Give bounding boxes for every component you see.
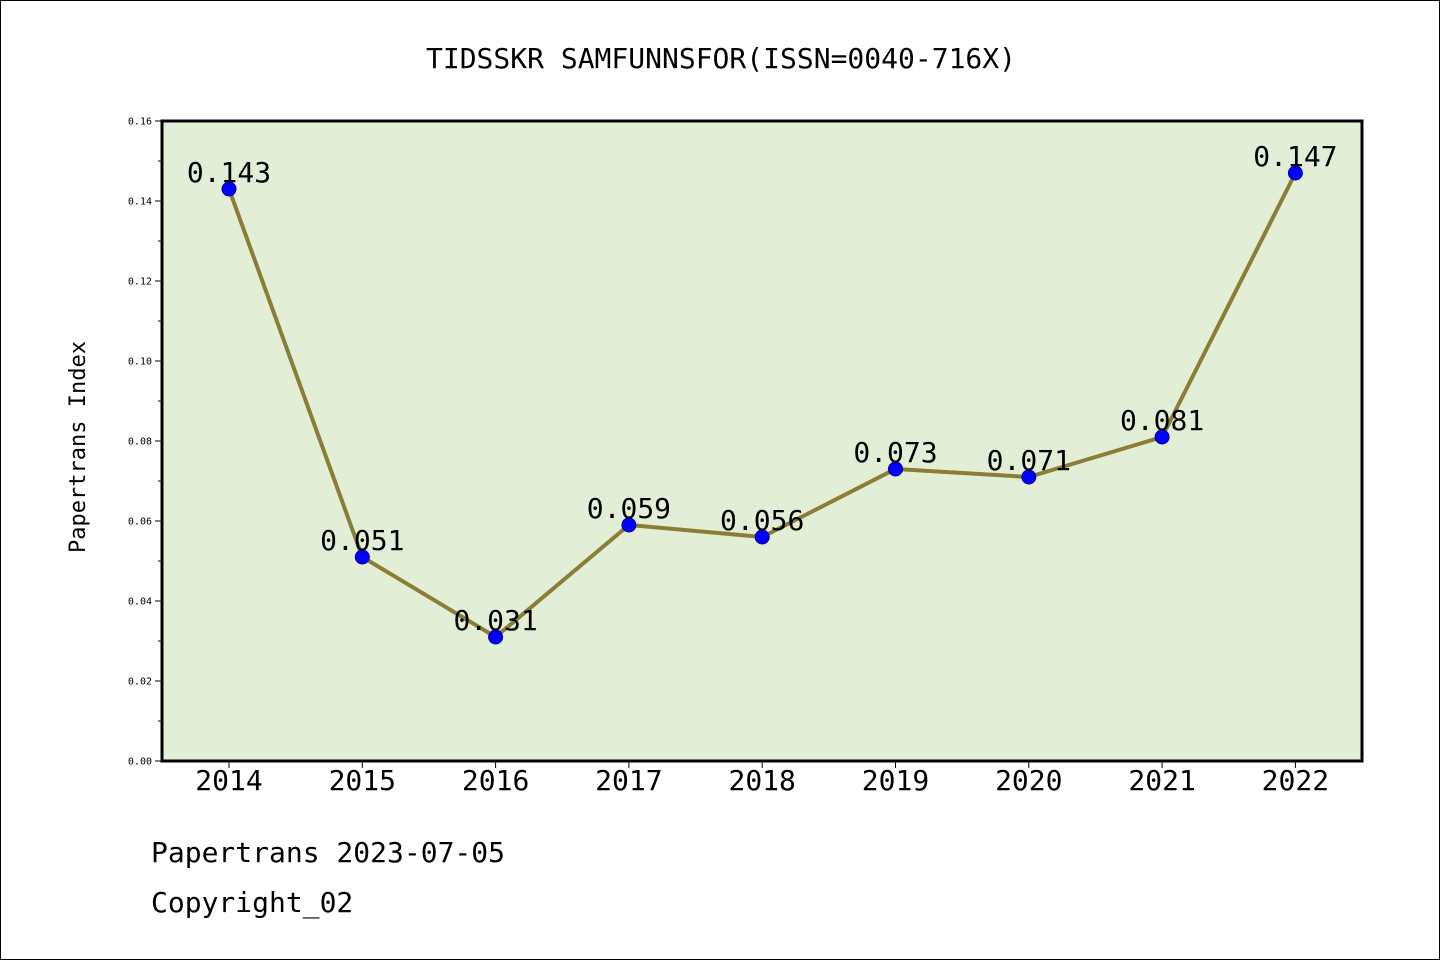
data-point-2018 [754,529,770,545]
data-point-2016 [488,629,504,645]
x-tick-label: 2017 [595,764,662,797]
x-tick-label: 2020 [995,764,1062,797]
data-label-2014: 0.143 [187,156,271,189]
plot-border [160,119,1364,763]
data-point-2022 [1287,165,1303,181]
data-label-2022: 0.147 [1253,140,1337,173]
data-markers [221,165,1303,645]
data-point-2015 [354,549,370,565]
y-tick-label: 0.12 [128,277,152,288]
y-tick-label: 0.04 [128,597,152,608]
data-label-2017: 0.059 [587,492,671,525]
y-tick-label: 0.08 [128,437,152,448]
data-label-2018: 0.056 [720,504,804,537]
data-point-2020 [1021,469,1037,485]
data-point-2021 [1154,429,1170,445]
data-point-2017 [621,517,637,533]
x-tick-label: 2014 [195,764,262,797]
chart-title: TIDSSKR SAMFUNNSFOR(ISSN=0040-716X) [426,42,1016,75]
x-tick-label: 2018 [728,764,795,797]
y-tick-label: 0.16 [128,117,152,128]
data-label-2020: 0.071 [987,444,1071,477]
x-tick-label: 2015 [329,764,396,797]
data-point-2019 [888,461,903,477]
data-label-2016: 0.031 [453,604,537,637]
x-tick-label: 2016 [462,764,529,797]
footer-copyright: Copyright_02 [151,886,354,919]
y-tick-label: 0.14 [128,197,152,208]
plot-area [162,121,1362,761]
x-tick-label: 2022 [1262,764,1329,797]
y-tick-label: 0.06 [128,517,152,528]
y-axis-ticks: 0.00 0.02 0.04 0.06 0.08 0.10 0.12 0.14 0.16 [128,117,162,768]
y-tick-label: 0.10 [128,357,152,368]
data-label-2021: 0.081 [1120,404,1204,437]
footer-date: Papertrans 2023-07-05 [151,836,506,869]
y-tick-label: 0.00 [128,757,152,768]
x-tick-label: 2021 [1128,764,1195,797]
x-axis-ticks: 2014 2015 2016 2017 2018 2019 2020 2021 2022 [195,761,1329,797]
data-label-2019: 0.073 [853,436,937,469]
data-label-2015: 0.051 [320,524,404,557]
y-axis-label: Papertrans Index [66,341,91,553]
x-tick-label: 2019 [862,764,929,797]
y-tick-label: 0.02 [128,677,152,688]
data-labels: 0.143 0.051 0.031 0.059 0.056 0.073 0.071 0.081… [187,140,1338,637]
data-point-2014 [221,181,237,197]
